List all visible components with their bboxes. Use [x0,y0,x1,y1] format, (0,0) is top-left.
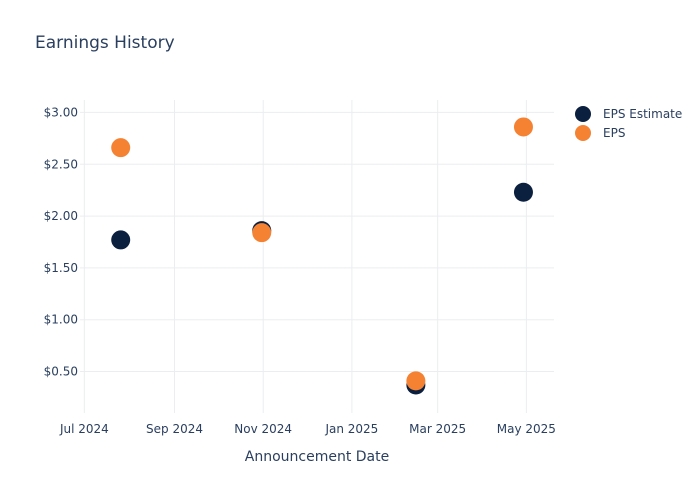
data-point[interactable] [111,138,131,158]
legend-label: EPS Estimate [603,107,682,121]
data-point[interactable] [406,371,426,391]
legend-item[interactable]: EPS [575,125,625,141]
legend-label: EPS [603,126,625,140]
x-axis-title: Announcement Date [245,449,389,465]
x-tick-label: Sep 2024 [146,422,203,436]
x-tick-label: May 2025 [497,422,556,436]
y-axis-ticks: $0.50 $1.00 $1.50 $2.00 $2.50 $3.00 [44,105,78,378]
y-tick-label: $2.50 [44,157,78,171]
x-tick-label: Nov 2024 [234,422,292,436]
legend[interactable]: EPS Estimate EPS [575,106,682,141]
y-tick-label: $1.50 [44,261,78,275]
data-point[interactable] [513,117,533,137]
x-tick-label: Mar 2025 [409,422,466,436]
x-tick-label: Jan 2025 [324,422,378,436]
data-points [111,117,533,395]
x-tick-label: Jul 2024 [59,422,109,436]
y-tick-label: $2.00 [44,209,78,223]
data-point[interactable] [513,182,533,202]
grid [80,100,554,413]
x-axis-ticks: Jul 2024 Sep 2024 Nov 2024 Jan 2025 Mar 2025… [59,422,556,436]
data-point[interactable] [111,230,131,250]
chart-title: Earnings History [35,33,175,53]
legend-marker [575,106,591,122]
y-tick-label: $1.00 [44,313,78,327]
data-point[interactable] [252,223,272,243]
legend-marker [575,125,591,141]
y-tick-label: $3.00 [44,105,78,119]
series-eps [111,117,533,391]
y-tick-label: $0.50 [44,365,78,379]
legend-item[interactable]: EPS Estimate [575,106,682,122]
